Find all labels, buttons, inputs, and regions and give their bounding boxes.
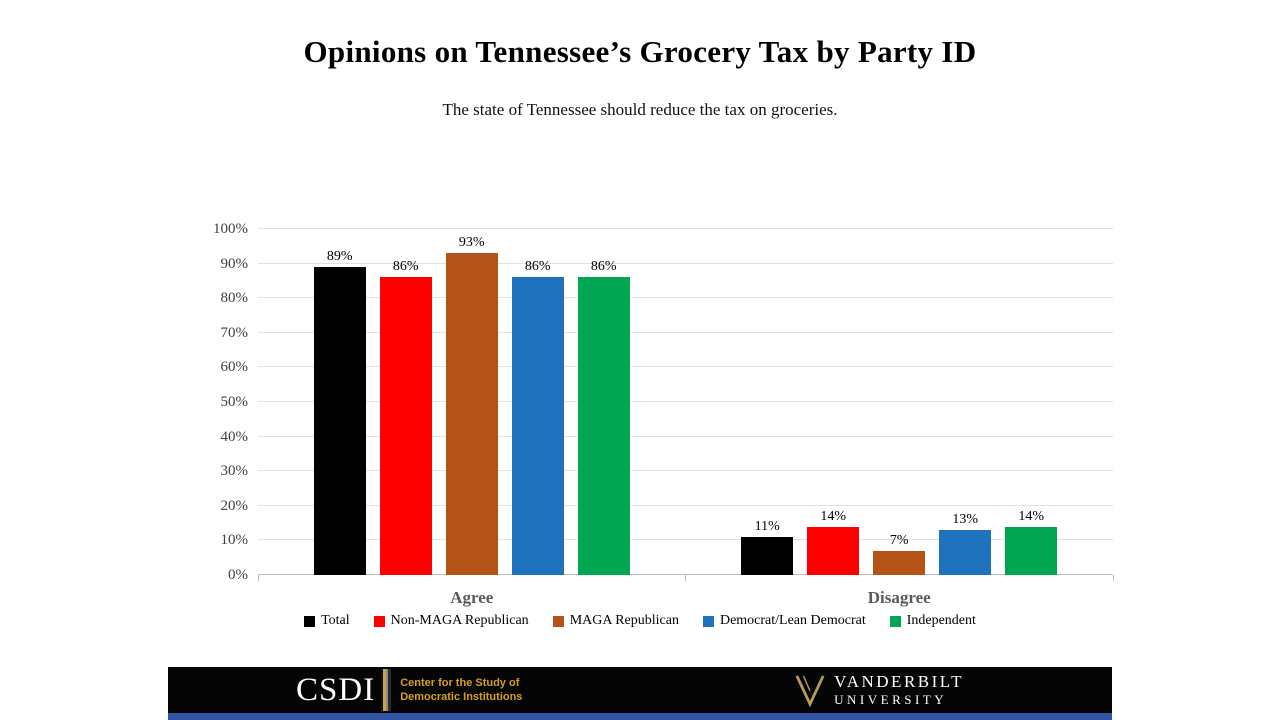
csdi-wordmark: CSDI: [296, 671, 376, 708]
footer-accent-strip: [168, 713, 1112, 720]
bar: [445, 253, 498, 575]
legend-label: Non-MAGA Republican: [390, 613, 529, 628]
csdi-logo: CSDI Center for the Study of Democratic …: [296, 669, 522, 711]
bar-value-label: 86%: [524, 259, 551, 275]
bar-value-label: 14%: [820, 508, 847, 524]
y-axis-tick-label: 60%: [220, 359, 249, 376]
y-axis-tick-label: 90%: [220, 255, 249, 272]
bar-column: 93%: [445, 229, 498, 575]
bar-column: 14%: [1005, 229, 1058, 575]
gridline: [258, 262, 1113, 264]
bar-column: 86%: [511, 229, 564, 575]
csdi-subtitle: Center for the Study of Democratic Insti…: [400, 676, 522, 705]
gridline: [258, 366, 1113, 368]
bar-value-label: 11%: [754, 518, 780, 534]
y-axis-tick-label: 50%: [220, 394, 249, 410]
gridline: [258, 470, 1113, 472]
legend-item: Non-MAGA Republican: [373, 613, 529, 629]
bar-column: 13%: [939, 229, 992, 575]
gridline: [258, 574, 1113, 575]
category-label: Agree: [450, 588, 494, 607]
plot-area: 0% 10% 20% 30% 40% 50% 60% 70% 80% 90% 100% 89% 86% 9…: [213, 221, 1114, 607]
bar-column: 86%: [379, 229, 432, 575]
csdi-column-icon: [381, 669, 392, 711]
gridline: [258, 504, 1113, 506]
legend-label: Total: [321, 613, 350, 628]
bar-value-label: 13%: [952, 512, 979, 528]
category-label: Disagree: [867, 588, 931, 607]
bar: [313, 267, 366, 575]
y-axis-tick-label: 80%: [220, 290, 249, 307]
vanderbilt-line1: VANDERBILT: [834, 671, 964, 691]
y-axis-tick-label: 20%: [220, 497, 249, 514]
y-axis-tick-label: 10%: [220, 532, 249, 549]
bar-column: 11%: [741, 229, 794, 575]
bar: [379, 277, 432, 575]
y-axis-tick-label: 40%: [220, 428, 249, 445]
csdi-subtitle-line1: Center for the Study of: [400, 676, 520, 689]
bar-group-disagree: 11% 14% 7% 13% 14%: [686, 229, 1114, 575]
bar: [1005, 526, 1058, 575]
bar-column: 14%: [807, 229, 860, 575]
bar: [577, 277, 630, 575]
csdi-subtitle-line2: Democratic Institutions: [400, 691, 523, 703]
bar-column: 7%: [873, 229, 926, 575]
legend-swatch: [373, 615, 385, 627]
bar: [741, 536, 794, 575]
gridline: [258, 435, 1113, 437]
legend-item: Independent: [889, 613, 976, 629]
y-axis-tick-label: 30%: [220, 463, 249, 480]
legend-label: MAGA Republican: [569, 613, 679, 628]
bar: [511, 277, 564, 575]
category-axis-tick: [1112, 575, 1114, 581]
bar-group-agree: 89% 86% 93% 86% 86%: [258, 229, 686, 575]
y-axis-tick-label: 70%: [220, 324, 249, 341]
chart-title: Opinions on Tennessee’s Grocery Tax by P…: [303, 34, 977, 69]
legend-label: Democrat/Lean Democrat: [719, 613, 866, 628]
bar-value-label: 86%: [392, 259, 419, 275]
legend-item: MAGA Republican: [552, 613, 679, 629]
category-axis-tick: [685, 575, 686, 581]
bar: [873, 550, 926, 575]
category-axis-tick: [257, 575, 259, 581]
bar: [939, 530, 992, 575]
vanderbilt-wordmark: VANDERBILT UNIVERSITY: [834, 671, 964, 707]
vanderbilt-logo: VANDERBILT UNIVERSITY: [795, 672, 964, 708]
gridline: [258, 228, 1113, 229]
gridline: [258, 297, 1113, 299]
gridline: [258, 331, 1113, 333]
y-axis-tick-label: 100%: [213, 221, 248, 237]
bar-value-label: 86%: [590, 259, 617, 275]
bar-value-label: 89%: [326, 249, 353, 265]
legend-item: Democrat/Lean Democrat: [702, 613, 866, 629]
gridline: [258, 539, 1113, 541]
legend-swatch: [702, 615, 714, 627]
gridline: [258, 401, 1113, 402]
bar-value-label: 93%: [458, 235, 485, 251]
bar-value-label: 7%: [889, 532, 909, 548]
chart-legend: Total Non-MAGA Republican MAGA Republican D…: [0, 613, 1280, 629]
legend-item: Total: [304, 613, 350, 629]
legend-label: Independent: [906, 613, 976, 628]
legend-swatch: [552, 615, 564, 627]
legend-swatch: [304, 615, 316, 627]
bar-value-label: 14%: [1018, 508, 1045, 524]
legend-swatch: [889, 615, 901, 627]
vanderbilt-v-icon: [795, 675, 825, 708]
bar: [807, 526, 860, 575]
y-axis-tick-label: 0%: [228, 567, 248, 583]
chart-subtitle: The state of Tennessee should reduce the…: [442, 100, 838, 119]
vanderbilt-line2: UNIVERSITY: [834, 691, 948, 707]
bar-column: 86%: [577, 229, 630, 575]
bar-column: 89%: [313, 229, 366, 575]
footer-bar: CSDI Center for the Study of Democratic …: [168, 667, 1112, 713]
